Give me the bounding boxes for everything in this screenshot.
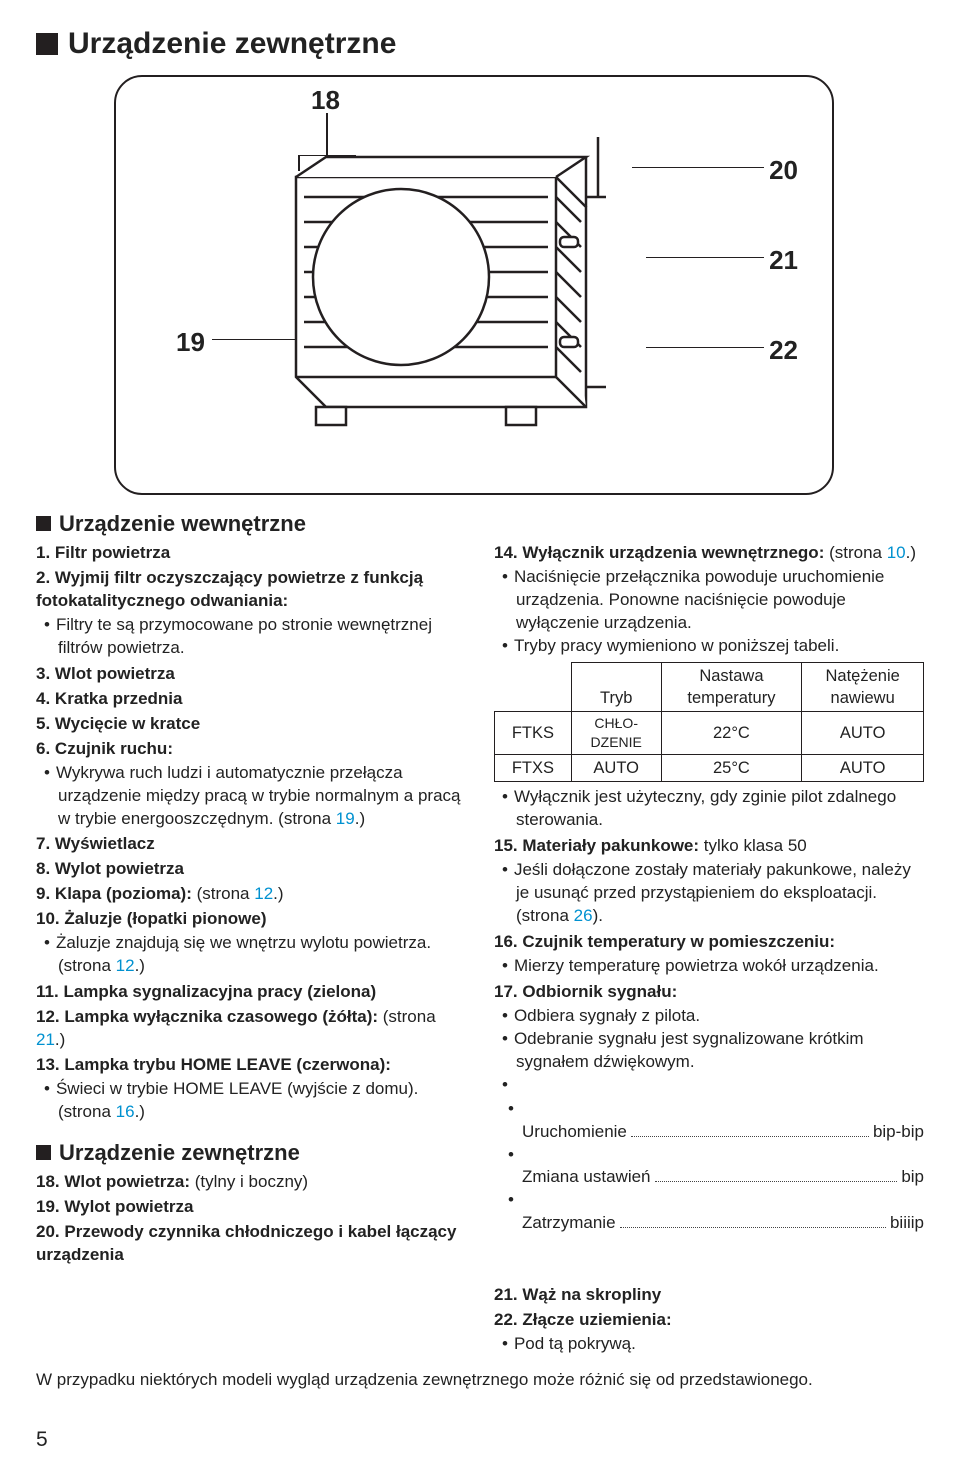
indoor-list-left: 1. Filtr powietrza 2. Wyjmij filtr oczys… bbox=[36, 542, 466, 1359]
item-1: 1. Filtr powietrza bbox=[36, 542, 466, 565]
item-22-sub: Pod tą pokrywą. bbox=[516, 1333, 924, 1356]
subtitle-text: Urządzenie wewnętrzne bbox=[59, 509, 306, 539]
item-15-sub: Jeśli dołączone zostały materiały pakunk… bbox=[516, 859, 924, 928]
callout-20: 20 bbox=[769, 153, 798, 188]
section-title-indoor: Urządzenie wewnętrzne bbox=[36, 509, 936, 539]
item-17-sub1: Odbiera sygnały z pilota. bbox=[516, 1005, 924, 1028]
item-19: 19. Wylot powietrza bbox=[36, 1196, 466, 1219]
callout-19: 19 bbox=[176, 325, 205, 360]
item-17-sub2: Odebranie sygnału jest sygnalizowane kró… bbox=[516, 1028, 924, 1074]
item-22: 22. Złącze uziemienia: Pod tą pokrywą. bbox=[494, 1309, 924, 1356]
item-8: 8. Wylot powietrza bbox=[36, 858, 466, 881]
item-9: 9. Klapa (pozioma): (strona 12.) bbox=[36, 883, 466, 906]
item-13-sub: Świeci w trybie HOME LEAVE (wyjście z do… bbox=[58, 1078, 466, 1124]
bullet-square-icon bbox=[36, 516, 51, 531]
item-10: 10. Żaluzje (łopatki pionowe) Żaluzje zn… bbox=[36, 908, 466, 978]
item-6-sub: Wykrywa ruch ludzi i automatycznie przeł… bbox=[58, 762, 466, 831]
bullet-square-icon bbox=[36, 33, 58, 55]
footer-note: W przypadku niektórych modeli wygląd urz… bbox=[36, 1369, 936, 1392]
item-20: 20. Przewody czynnika chłodniczego i kab… bbox=[36, 1221, 466, 1267]
indoor-list-right: 14. Wyłącznik urządzenia wewnętrznego: (… bbox=[494, 542, 924, 1359]
hvac-unit-illustration bbox=[276, 137, 606, 437]
table-row: FTXS AUTO 25°C AUTO bbox=[495, 755, 924, 782]
outdoor-unit-diagram: 18 19 20 21 22 bbox=[114, 75, 834, 495]
item-18: 18. Wlot powietrza: (tylny i boczny) bbox=[36, 1171, 466, 1194]
item-16-sub: Mierzy temperaturę powietrza wokół urząd… bbox=[516, 955, 924, 978]
table-row: FTKS CHŁO-DZENIE 22°C AUTO bbox=[495, 712, 924, 755]
item-11: 11. Lampka sygnalizacyjna pracy (zielona… bbox=[36, 981, 466, 1004]
item-3: 3. Wlot powietrza bbox=[36, 663, 466, 686]
item-6: 6. Czujnik ruchu: Wykrywa ruch ludzi i a… bbox=[36, 738, 466, 831]
item-16: 16. Czujnik temperatury w pomieszczeniu:… bbox=[494, 931, 924, 978]
item-17: 17. Odbiornik sygnału: Odbiera sygnały z… bbox=[494, 981, 924, 1235]
page-number: 5 bbox=[36, 1426, 936, 1454]
modes-table: Tryb Nastawatemperatury Natężenienawiewu… bbox=[494, 662, 924, 783]
item-10-sub: Żaluzje znajdują się we wnętrzu wylotu p… bbox=[58, 932, 466, 978]
item-14-sub3: Wyłącznik jest użyteczny, gdy zginie pil… bbox=[516, 786, 924, 832]
item-4: 4. Kratka przednia bbox=[36, 688, 466, 711]
bullet-square-icon bbox=[36, 1145, 51, 1160]
item-14-sub1: Naciśnięcie przełącznika powoduje urucho… bbox=[516, 566, 924, 635]
item-14: 14. Wyłącznik urządzenia wewnętrznego: (… bbox=[494, 542, 924, 832]
item-21: 21. Wąż na skropliny bbox=[494, 1284, 924, 1307]
item-13: 13. Lampka trybu HOME LEAVE (czerwona): … bbox=[36, 1054, 466, 1124]
section-title-outdoor-2: Urządzenie zewnętrzne bbox=[36, 1138, 466, 1168]
callout-21: 21 bbox=[769, 243, 798, 278]
section-title-outdoor: Urządzenie zewnętrzne bbox=[36, 24, 936, 65]
item-14-sub2: Tryby pracy wymieniono w poniższej tabel… bbox=[516, 635, 924, 658]
item-5: 5. Wycięcie w kratce bbox=[36, 713, 466, 736]
item-12: 12. Lampka wyłącznika czasowego (żółta):… bbox=[36, 1006, 466, 1052]
item-2-sub: Filtry te są przymocowane po stronie wew… bbox=[58, 614, 466, 660]
title-text: Urządzenie zewnętrzne bbox=[68, 24, 396, 65]
item-15: 15. Materiały pakunkowe: tylko klasa 50 … bbox=[494, 835, 924, 928]
item-2: 2. Wyjmij filtr oczyszczający powietrze … bbox=[36, 567, 466, 660]
item-7: 7. Wyświetlacz bbox=[36, 833, 466, 856]
callout-22: 22 bbox=[769, 333, 798, 368]
